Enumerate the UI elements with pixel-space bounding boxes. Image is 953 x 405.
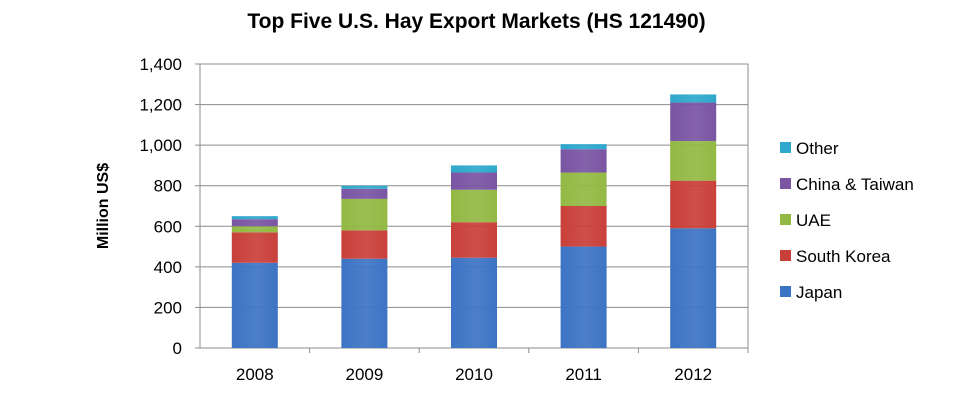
legend-swatch bbox=[780, 286, 791, 297]
bar-segment bbox=[231, 219, 278, 227]
legend-label: Other bbox=[796, 139, 839, 158]
bar-segment bbox=[451, 257, 497, 348]
bar-segment bbox=[451, 189, 497, 223]
bar-segment bbox=[560, 144, 607, 150]
bar-segment bbox=[231, 226, 278, 233]
x-tick-label: 2009 bbox=[345, 365, 383, 384]
y-tick-label: 1,200 bbox=[139, 96, 182, 115]
bar-segment bbox=[670, 94, 717, 103]
y-tick-label: 1,000 bbox=[139, 136, 182, 155]
bar-segment bbox=[341, 185, 388, 189]
legend-label: China & Taiwan bbox=[796, 175, 914, 194]
y-tick-label: 400 bbox=[154, 258, 182, 277]
bar-segment bbox=[560, 149, 607, 173]
bar-segment bbox=[560, 206, 607, 247]
bar-segment bbox=[341, 198, 388, 231]
bar-segment bbox=[451, 165, 497, 173]
x-tick-label: 2011 bbox=[565, 365, 602, 384]
legend-label: South Korea bbox=[796, 247, 891, 266]
y-tick-label: 200 bbox=[154, 298, 182, 317]
tick-labels: 0 200 400 600 800 1,000 1,200 1,400 2008 2009 2010… bbox=[139, 55, 712, 384]
x-tick-label: 2010 bbox=[455, 365, 493, 384]
bar-segment bbox=[231, 216, 278, 220]
bar-segment bbox=[670, 228, 717, 348]
y-tick-label: 1,400 bbox=[139, 55, 182, 74]
bar-segment bbox=[341, 230, 388, 259]
bar-segment bbox=[451, 222, 497, 258]
bar-segment bbox=[670, 141, 717, 181]
bars bbox=[231, 94, 717, 348]
chart-title: Top Five U.S. Hay Export Markets (HS 121… bbox=[247, 10, 706, 33]
bar-segment bbox=[670, 180, 717, 229]
bar-segment bbox=[670, 102, 717, 142]
legend-swatch bbox=[780, 250, 791, 261]
legend: Other China & Taiwan UAE South Korea Japan bbox=[780, 139, 914, 302]
y-axis-label: Million US$ bbox=[95, 162, 112, 250]
y-tick-label: 800 bbox=[154, 177, 182, 196]
legend-swatch bbox=[780, 178, 791, 189]
bar-segment bbox=[231, 262, 278, 348]
x-tick-label: 2008 bbox=[236, 365, 274, 384]
bar-segment bbox=[560, 246, 607, 348]
bar-segment bbox=[560, 172, 607, 206]
y-tick-label: 600 bbox=[154, 217, 182, 236]
legend-label: UAE bbox=[796, 211, 831, 230]
legend-swatch bbox=[780, 142, 791, 153]
y-tick-label: 0 bbox=[173, 339, 182, 358]
legend-label: Japan bbox=[796, 283, 842, 302]
bar-segment bbox=[451, 172, 497, 190]
bar-segment bbox=[231, 232, 278, 263]
legend-swatch bbox=[780, 214, 791, 225]
bar-segment bbox=[341, 258, 388, 348]
x-tick-label: 2012 bbox=[674, 365, 712, 384]
bar-segment bbox=[341, 188, 388, 199]
